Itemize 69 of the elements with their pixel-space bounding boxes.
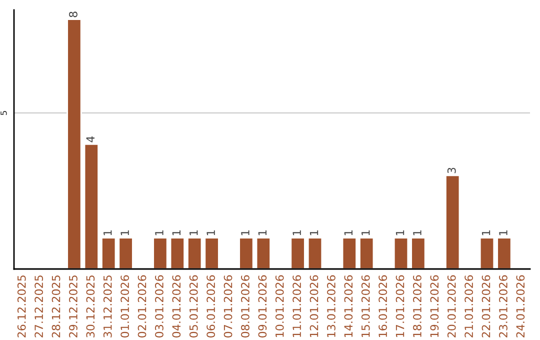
x-tick-label: 03.01.2026	[155, 275, 164, 338]
x-tick-label: 09.01.2026	[258, 275, 267, 338]
x-tick-label: 07.01.2026	[224, 275, 232, 338]
bar	[152, 237, 168, 269]
bar	[66, 18, 82, 269]
data-label: 1	[499, 230, 508, 236]
data-label: 1	[172, 230, 180, 236]
bar	[359, 237, 374, 269]
data-label: 1	[310, 230, 318, 236]
bar	[238, 237, 254, 269]
bar	[342, 237, 357, 269]
data-label: 1	[413, 230, 422, 236]
data-label: 1	[190, 230, 198, 236]
bar	[204, 237, 220, 269]
x-tick-label: 01.01.2026	[120, 275, 130, 338]
x-tick-label: 05.01.2026	[189, 275, 198, 338]
x-tick-label: 10.01.2026	[275, 275, 284, 337]
x-tick-label: 08.01.2026	[241, 275, 250, 338]
x-tick-label: 22.01.2026	[482, 275, 490, 338]
bar	[101, 237, 116, 269]
data-label: 1	[482, 230, 490, 236]
y-tick-label: 5	[0, 111, 7, 115]
x-tick-label: 06.01.2026	[206, 275, 216, 338]
x-tick-label: 02.01.2026	[138, 275, 146, 338]
bar	[479, 237, 495, 269]
data-label: 3	[447, 168, 456, 174]
x-tick-label: 29.12.2025	[69, 276, 78, 338]
bar	[187, 237, 202, 269]
x-tick-label: 17.01.2026	[396, 275, 404, 337]
bar	[445, 174, 460, 269]
x-tick-label: 04.01.2026	[172, 275, 181, 338]
x-tick-label: 12.01.2026	[310, 275, 318, 337]
data-label: 1	[292, 230, 301, 236]
x-tick-label: 18.01.2026	[413, 275, 422, 337]
x-tick-label: 31.12.2025	[103, 276, 112, 338]
data-label: 4	[86, 136, 94, 142]
x-tick-label: 28.12.2025	[52, 276, 60, 338]
x-tick-label: 23.01.2026	[499, 275, 508, 338]
data-label: 1	[206, 230, 215, 236]
data-label: 1	[258, 230, 266, 236]
bar	[393, 237, 409, 269]
x-tick-label: 13.01.2026	[327, 275, 336, 337]
bar	[410, 237, 426, 269]
x-tick-label: 21.01.2026	[464, 275, 474, 338]
bar	[307, 237, 323, 269]
data-label: 1	[155, 230, 164, 236]
x-tick-label: 14.01.2026	[344, 275, 353, 337]
data-label: 1	[241, 230, 250, 236]
bar	[256, 237, 271, 269]
data-label: 1	[396, 230, 404, 236]
x-tick-label: 16.01.2026	[378, 275, 388, 337]
bar	[290, 237, 306, 269]
data-label: 1	[120, 230, 129, 236]
bar	[170, 237, 185, 269]
data-label: 1	[344, 230, 352, 236]
x-tick-label: 19.01.2026	[430, 275, 439, 337]
x-tick-label: 11.01.2026	[292, 275, 302, 337]
data-label: 1	[362, 230, 370, 236]
x-tick-label: 30.12.2025	[86, 276, 95, 338]
x-tick-label: 20.01.2026	[447, 275, 456, 338]
x-tick-label: 24.01.2026	[516, 275, 525, 338]
bar	[118, 237, 134, 269]
x-tick-label: 26.12.2025	[17, 276, 26, 338]
data-label: 8	[69, 12, 78, 18]
bar	[496, 237, 512, 269]
x-tick-label: 27.12.2025	[34, 276, 44, 338]
bar	[84, 143, 99, 269]
data-label: 1	[104, 230, 112, 236]
x-tick-label: 15.01.2026	[361, 275, 370, 337]
